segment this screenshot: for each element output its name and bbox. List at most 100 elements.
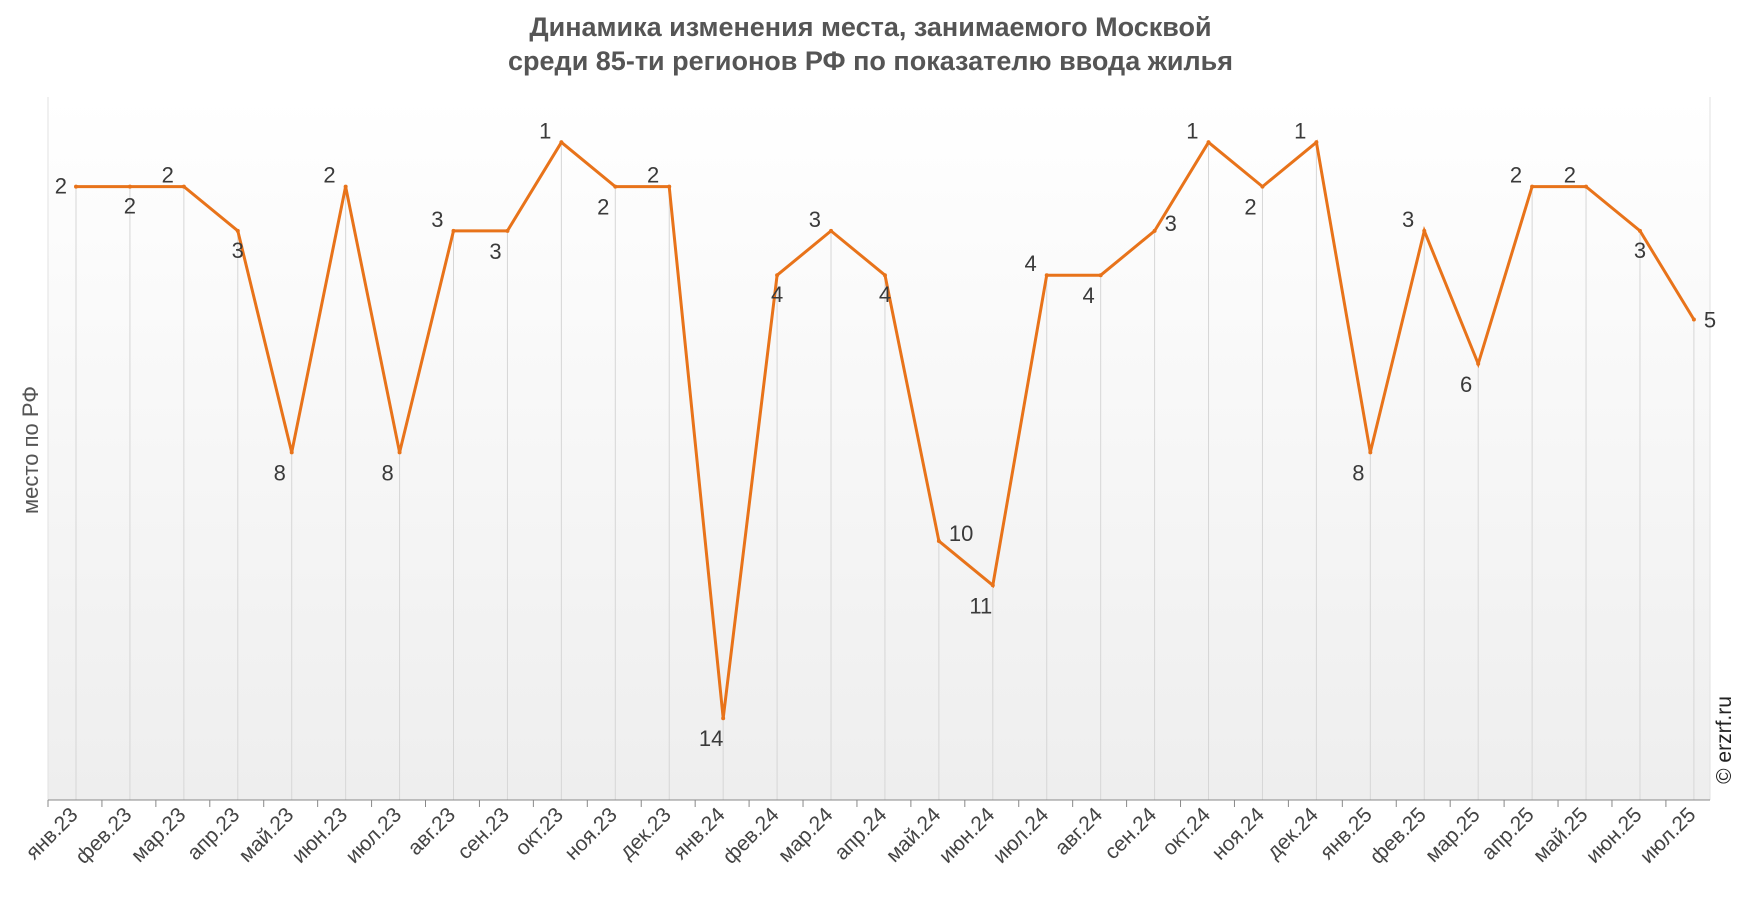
chart-title-line-2: среди 85-ти регионов РФ по показателю вв… [508, 46, 1233, 76]
x-tick-label: апр.23 [183, 803, 244, 864]
data-label: 8 [1352, 460, 1364, 485]
data-point [1584, 184, 1589, 189]
data-point [181, 184, 186, 189]
data-point [990, 583, 995, 588]
x-tick-label: ноя.23 [560, 803, 621, 864]
data-label: 14 [699, 726, 723, 751]
data-label: 3 [489, 239, 501, 264]
data-label: 4 [1083, 283, 1095, 308]
x-tick-label: фев.23 [71, 803, 136, 868]
data-point [775, 273, 780, 278]
x-tick-label: авг.23 [403, 803, 460, 860]
data-point [1260, 184, 1265, 189]
data-point [721, 716, 726, 721]
x-tick-label: июн.25 [1582, 803, 1647, 868]
x-tick-label: апр.24 [830, 803, 892, 865]
data-label: 3 [232, 238, 244, 263]
data-point [505, 228, 510, 233]
data-label: 4 [1024, 251, 1036, 276]
x-tick-label: дек.24 [1263, 803, 1324, 864]
x-tick-label: июн.24 [935, 803, 1000, 868]
data-label: 8 [274, 460, 286, 485]
gridlines [47, 97, 1711, 800]
x-tick-label: июл.23 [341, 803, 406, 868]
series-layer [74, 139, 1696, 721]
data-point [74, 184, 78, 189]
x-tick-label: мар.23 [127, 803, 191, 867]
x-tick-label: сен.23 [453, 803, 514, 864]
data-label: 3 [1634, 238, 1646, 263]
x-tick-label: дек.23 [615, 803, 675, 863]
data-point [1476, 361, 1481, 366]
data-label: 2 [597, 195, 609, 220]
data-label: 3 [431, 207, 443, 232]
x-tick-label: ноя.24 [1208, 803, 1270, 865]
x-tick-label: май.23 [235, 803, 299, 867]
x-tick-label: мар.25 [1421, 803, 1485, 867]
data-point [1044, 273, 1049, 278]
data-label: 2 [124, 194, 136, 219]
chart-title: Динамика изменения места, занимаемого Мо… [0, 10, 1741, 78]
data-point [829, 228, 834, 233]
data-point [397, 450, 402, 455]
x-tick-label: июл.25 [1636, 803, 1701, 868]
data-point [667, 184, 672, 189]
data-label: 8 [381, 460, 393, 485]
x-tick-label: сен.24 [1100, 803, 1161, 864]
data-point [882, 273, 887, 278]
x-tick-label: окт.23 [511, 803, 568, 860]
data-label: 2 [1564, 163, 1576, 188]
data-point [1691, 317, 1696, 322]
data-point [1422, 228, 1427, 233]
data-point [1368, 450, 1373, 455]
data-label: 4 [879, 282, 891, 307]
data-labels: 2 2 2 3 8 2 8 3 3 1 2 2 14 4 3 4 10 11 4 4 3 1 2 1 8 3 6 2 2 3 5 [55, 118, 1716, 751]
data-label: 2 [162, 163, 174, 188]
data-point [1098, 273, 1103, 278]
x-tick-label: фев.25 [1366, 803, 1431, 868]
data-label: 3 [809, 207, 821, 232]
data-label: 1 [539, 118, 551, 143]
data-label: 2 [1510, 163, 1522, 188]
data-label: 5 [1704, 308, 1716, 333]
chart-title-line-1: Динамика изменения места, занимаемого Мо… [529, 12, 1212, 42]
y-axis-label: место по РФ [18, 386, 43, 514]
x-tick-label: май.25 [1529, 803, 1593, 867]
data-point [289, 450, 294, 455]
data-label: 2 [647, 163, 659, 188]
data-label: 1 [1186, 118, 1198, 143]
x-tick-label: апр.25 [1477, 803, 1538, 864]
x-tick-label: мар.24 [774, 803, 838, 867]
x-tick-labels: янв.23фев.23мар.23апр.23май.23июн.23июл.… [21, 803, 1700, 869]
copyright-label: © erzrf.ru [1713, 696, 1736, 784]
data-point [1206, 140, 1211, 145]
x-tick-label: май.24 [882, 803, 946, 867]
x-tick-label: июн.23 [288, 803, 353, 868]
data-point [235, 228, 240, 233]
data-point [451, 228, 456, 233]
data-point [1530, 184, 1535, 189]
data-point [936, 539, 941, 543]
x-tick-label: окт.24 [1158, 803, 1215, 860]
data-label: 3 [1402, 207, 1414, 232]
data-label: 2 [55, 174, 67, 199]
data-point [1152, 228, 1157, 233]
data-label: 6 [1460, 372, 1472, 397]
data-label: 10 [949, 521, 973, 546]
data-label: 4 [771, 282, 783, 307]
data-point [613, 184, 618, 189]
x-tick-label: фев.24 [718, 803, 783, 868]
plot-area [48, 97, 1710, 800]
data-point [1637, 228, 1642, 233]
data-label: 2 [1244, 195, 1256, 220]
x-tick-label: авг.24 [1051, 803, 1108, 860]
data-point [343, 184, 348, 189]
data-point [1314, 140, 1319, 145]
x-tick-label: июл.24 [989, 803, 1054, 868]
data-label: 2 [323, 163, 335, 188]
data-label: 3 [1165, 211, 1177, 236]
data-label: 11 [969, 593, 992, 618]
data-point [127, 184, 132, 189]
x-axis [47, 799, 1710, 807]
